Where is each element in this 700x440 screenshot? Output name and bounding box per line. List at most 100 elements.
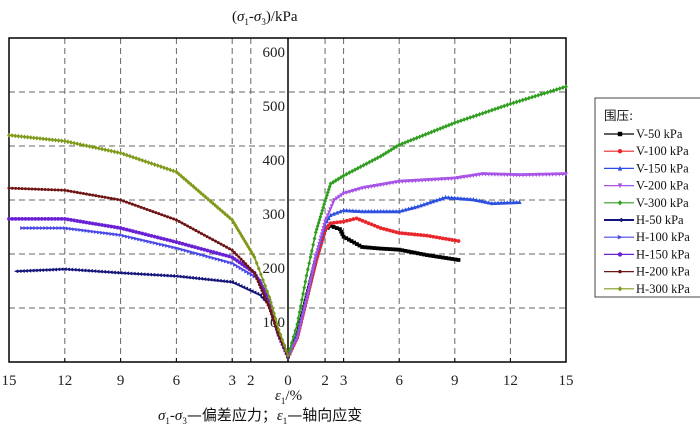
data-point — [420, 133, 425, 138]
data-point — [311, 264, 316, 269]
data-point — [154, 273, 159, 277]
data-point — [50, 137, 55, 143]
data-point — [66, 139, 70, 145]
data-point — [347, 208, 352, 213]
data-point — [517, 199, 522, 205]
data-point — [7, 132, 11, 138]
data-point — [53, 188, 57, 192]
data-point — [233, 262, 238, 267]
data-point — [403, 140, 407, 145]
data-point — [115, 225, 120, 230]
legend-marker — [617, 286, 623, 292]
data-point — [403, 248, 408, 253]
legend-marker — [617, 183, 623, 189]
data-point — [59, 138, 64, 144]
data-point — [227, 247, 231, 251]
data-point — [180, 221, 184, 225]
data-point — [72, 227, 77, 232]
data-point — [208, 236, 212, 240]
data-point — [235, 253, 239, 257]
data-point — [338, 220, 343, 224]
data-point — [118, 226, 123, 230]
data-point — [84, 228, 89, 233]
legend-item: V-300 kPa — [604, 196, 689, 210]
data-point — [474, 197, 479, 202]
data-point — [230, 255, 235, 260]
data-point — [363, 245, 368, 250]
data-point — [251, 252, 255, 257]
data-point — [489, 107, 494, 113]
legend-box — [594, 97, 700, 298]
data-point — [337, 227, 342, 232]
data-point — [341, 207, 346, 213]
data-point — [232, 281, 237, 286]
data-point — [350, 188, 355, 194]
data-point — [422, 252, 426, 257]
data-point — [146, 239, 151, 244]
data-point — [97, 146, 101, 151]
data-point — [213, 239, 217, 243]
data-point — [296, 329, 301, 334]
legend-label: H-50 kPa — [636, 213, 684, 227]
data-point — [358, 164, 363, 170]
data-point — [53, 226, 58, 230]
data-point — [413, 178, 418, 184]
data-point — [391, 229, 395, 234]
data-point — [314, 251, 319, 256]
data-point — [542, 90, 547, 96]
data-point — [357, 208, 361, 214]
data-point — [554, 87, 559, 92]
data-point — [221, 252, 225, 257]
data-point — [164, 273, 169, 278]
data-point — [197, 230, 201, 234]
data-point — [19, 134, 24, 139]
data-point — [147, 272, 153, 277]
data-point — [474, 173, 479, 178]
data-point — [174, 218, 178, 222]
data-point — [344, 190, 349, 196]
data-point — [347, 170, 352, 176]
data-point — [247, 271, 252, 276]
data-point — [131, 236, 136, 240]
data-point — [211, 256, 216, 261]
y-tick-label: 400 — [263, 153, 286, 169]
data-point — [300, 297, 304, 303]
data-point — [33, 268, 38, 273]
data-point — [143, 238, 148, 243]
data-point — [23, 268, 29, 273]
series-h-50-kpa — [14, 267, 290, 359]
data-point — [438, 126, 443, 132]
data-point — [351, 217, 356, 222]
data-point — [527, 95, 531, 101]
data-point — [309, 248, 314, 254]
data-point — [206, 196, 210, 202]
legend-marker — [617, 200, 623, 206]
data-point — [243, 286, 249, 291]
data-point — [118, 233, 123, 237]
data-point — [214, 257, 220, 261]
data-point — [462, 117, 466, 123]
data-point — [530, 94, 534, 100]
data-point — [230, 261, 235, 266]
data-point — [415, 251, 420, 256]
x-tick-label: 15 — [2, 373, 17, 389]
data-point — [215, 205, 220, 210]
data-point — [177, 247, 182, 251]
data-point — [224, 253, 228, 258]
data-point — [246, 287, 251, 292]
data-point — [335, 220, 340, 225]
data-point — [38, 136, 42, 141]
data-point — [249, 289, 254, 294]
data-point — [375, 208, 380, 214]
data-point — [397, 208, 402, 214]
data-point — [157, 212, 161, 216]
data-point — [82, 268, 87, 273]
data-point — [199, 252, 204, 257]
data-point — [69, 226, 74, 231]
data-point — [369, 184, 374, 189]
data-point — [56, 226, 61, 230]
data-point — [400, 141, 405, 147]
data-point — [346, 237, 351, 242]
data-point — [208, 277, 213, 282]
data-point — [303, 301, 308, 306]
